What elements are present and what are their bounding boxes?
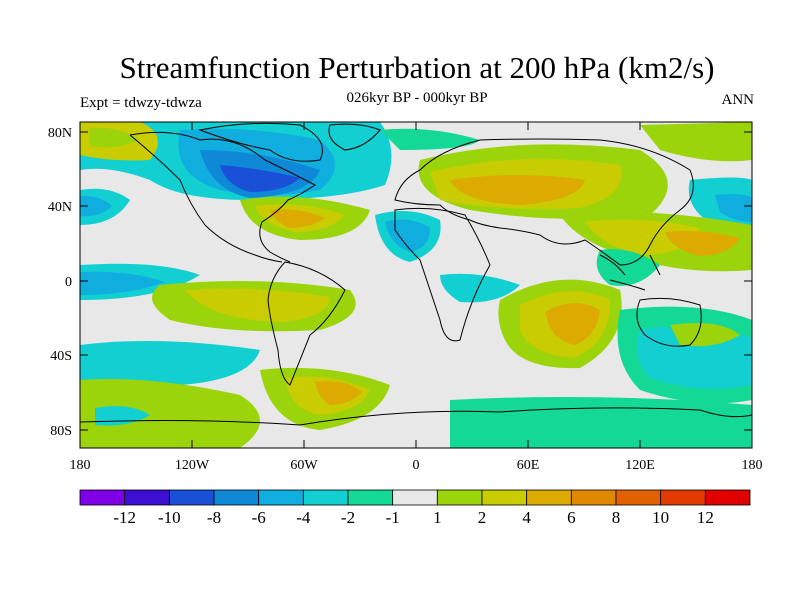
colorbar-swatch — [258, 489, 304, 506]
south-america-coast — [267, 261, 346, 386]
colorbar-swatch — [660, 489, 706, 506]
contour-field — [80, 122, 752, 448]
colorbar-label: -4 — [296, 508, 311, 527]
coastlines — [80, 122, 752, 426]
n-america-strong-negative — [220, 165, 300, 192]
nw-pacific-inner — [90, 127, 138, 148]
eurasia-coast — [394, 138, 694, 266]
colorbar-label: 1 — [433, 508, 442, 527]
lat-label: 40S — [50, 349, 72, 364]
sw-pacific-negative-core — [80, 271, 165, 295]
lon-label: 120E — [625, 458, 655, 473]
s-america-positive-mid — [185, 288, 330, 322]
eurasia-positive-core — [450, 175, 585, 205]
lat-label: 40N — [48, 200, 72, 215]
colorbar-label: -6 — [252, 508, 266, 527]
colorbar-label: -8 — [207, 508, 221, 527]
w-pacific-negative-core — [80, 195, 112, 217]
lon-label: 180 — [742, 458, 763, 473]
lat-axis: 80N 40N 0 40S 80S — [48, 126, 752, 439]
colorbar-label: 4 — [522, 508, 531, 527]
indian-ocean-positive-core — [545, 302, 600, 345]
southern-ocean-positive-w — [80, 379, 260, 448]
australia-coast — [636, 297, 702, 347]
s-atlantic-positive-core — [315, 381, 362, 405]
colorbar-label: -12 — [113, 508, 136, 527]
indonesia-negative — [596, 249, 660, 286]
colorbar-swatch — [570, 489, 617, 506]
colorbar-swatch — [436, 489, 483, 506]
colorbar-label: 12 — [697, 508, 714, 527]
lon-label: 0 — [413, 458, 420, 473]
africa-negative-core — [385, 219, 430, 252]
antarctica-coast — [80, 407, 752, 426]
colorbar-label: 2 — [478, 508, 487, 527]
colorbar-swatch — [124, 489, 170, 506]
colorbar-swatch — [79, 489, 126, 506]
gulf-positive-core — [270, 209, 325, 228]
lat-label: 80S — [50, 424, 72, 439]
north-america-coast — [129, 131, 316, 263]
lon-label: 60W — [290, 458, 318, 473]
chart-title: Streamfunction Perturbation at 200 hPa (… — [119, 50, 715, 85]
colorbar: -12 -10 -8 -6 -4 -2 -1 1 2 4 6 8 10 12 — [79, 489, 751, 527]
colorbar-label: 10 — [652, 508, 669, 527]
colorbar-label: -1 — [386, 508, 400, 527]
lon-label: 180 — [70, 458, 91, 473]
colorbar-swatch — [302, 489, 349, 506]
colorbar-swatch — [213, 489, 260, 506]
lon-label: 120W — [175, 458, 210, 473]
colorbar-label: -2 — [341, 508, 355, 527]
ne-positive-band — [640, 122, 752, 162]
canadian-arctic-coast — [198, 122, 323, 162]
asia-positive-mid — [585, 219, 700, 255]
chart-subtitle: 026kyr BP - 000kyr BP — [346, 90, 488, 106]
ne-pacific-negative-core — [715, 194, 752, 222]
maritime-continent-coast — [599, 254, 661, 291]
colorbar-swatch — [704, 489, 751, 506]
lon-label: 60E — [517, 458, 540, 473]
lon-axis: 180 120W 60W 0 60E 120E 180 — [70, 122, 763, 473]
colorbar-label: 8 — [612, 508, 621, 527]
colorbar-swatch — [392, 489, 438, 506]
tasman-positive — [670, 322, 740, 347]
colorbar-label: -10 — [158, 508, 181, 527]
africa-coast — [394, 207, 491, 342]
s-pacific-negative — [80, 341, 260, 385]
colorbar-swatch — [168, 489, 215, 506]
lat-label: 80N — [48, 126, 72, 141]
north-america-west-coast — [129, 134, 283, 263]
colorbar-swatch — [481, 489, 528, 506]
pacific-positive-core — [665, 230, 740, 256]
experiment-label: Expt = tdwzy-tdwza — [80, 95, 202, 111]
greenland-coast — [328, 123, 381, 151]
colorbar-swatch — [347, 489, 394, 506]
colorbar-label: 6 — [567, 508, 576, 527]
colorbar-swatch — [526, 489, 572, 506]
antarctic-negative-e — [450, 396, 752, 448]
lat-label: 0 — [65, 275, 72, 290]
n-atlantic-negative — [380, 128, 480, 150]
atlantic-negative — [440, 273, 520, 303]
colorbar-swatch — [615, 489, 662, 506]
season-label: ANN — [721, 92, 755, 108]
